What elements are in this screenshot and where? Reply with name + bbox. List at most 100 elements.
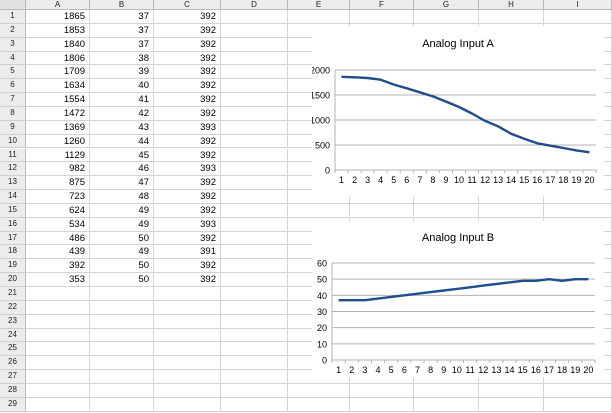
cell-a24[interactable] [26,328,90,343]
column-header-g[interactable]: G [414,0,479,10]
cell-d4[interactable] [221,51,288,66]
row-header-1[interactable]: 1 [0,10,26,24]
cell-h15[interactable] [479,203,544,218]
row-header-14[interactable]: 14 [0,190,26,204]
row-header-15[interactable]: 15 [0,203,26,218]
row-header-17[interactable]: 17 [0,231,26,246]
cell-g28[interactable] [414,383,479,398]
cell-i28[interactable] [544,383,612,398]
cell-c24[interactable] [154,328,221,343]
cell-c13[interactable]: 392 [154,176,221,191]
cell-d17[interactable] [221,231,288,246]
row-header-21[interactable]: 21 [0,287,26,301]
cell-c1[interactable]: 392 [154,10,221,24]
cell-a11[interactable]: 1129 [26,148,90,163]
cell-a15[interactable]: 624 [26,203,90,218]
cell-d1[interactable] [221,10,288,24]
cell-a14[interactable]: 723 [26,190,90,204]
cell-c23[interactable] [154,314,221,329]
cell-a5[interactable]: 1709 [26,65,90,80]
cell-b1[interactable]: 37 [90,10,154,24]
row-header-12[interactable]: 12 [0,162,26,177]
cell-d7[interactable] [221,93,288,107]
cell-i29[interactable] [544,397,612,412]
cell-d3[interactable] [221,37,288,52]
row-header-13[interactable]: 13 [0,176,26,191]
row-header-6[interactable]: 6 [0,79,26,94]
cell-c27[interactable] [154,370,221,384]
cell-d22[interactable] [221,300,288,315]
cell-c26[interactable] [154,356,221,371]
cell-h1[interactable] [479,10,544,24]
cell-g29[interactable] [414,397,479,412]
cell-d6[interactable] [221,79,288,94]
cell-h28[interactable] [479,383,544,398]
cell-c29[interactable] [154,397,221,412]
cell-b14[interactable]: 48 [90,190,154,204]
cell-d26[interactable] [221,356,288,371]
cell-d19[interactable] [221,259,288,274]
cell-b28[interactable] [90,383,154,398]
cell-d16[interactable] [221,217,288,232]
cell-b7[interactable]: 41 [90,93,154,107]
cell-d11[interactable] [221,148,288,163]
cell-b4[interactable]: 38 [90,51,154,66]
cell-a23[interactable] [26,314,90,329]
cell-d8[interactable] [221,106,288,121]
cell-b5[interactable]: 39 [90,65,154,80]
cell-c18[interactable]: 391 [154,245,221,260]
cell-b16[interactable]: 49 [90,217,154,232]
cell-b13[interactable]: 47 [90,176,154,191]
cell-b17[interactable]: 50 [90,231,154,246]
chart-analog-input-b[interactable]: Analog Input B 0 10 20 30 40 50 60 1 2 3 4 5 6 7 8 9 10 11… [312,221,604,377]
row-header-2[interactable]: 2 [0,23,26,38]
cell-a22[interactable] [26,300,90,315]
cell-c20[interactable]: 392 [154,273,221,287]
cell-f14[interactable] [350,190,414,204]
cell-b20[interactable]: 50 [90,273,154,287]
cell-g1[interactable] [414,10,479,24]
cell-a7[interactable]: 1554 [26,93,90,107]
cell-c6[interactable]: 392 [154,79,221,94]
cell-c21[interactable] [154,287,221,301]
cell-g27[interactable] [414,370,479,384]
cell-d12[interactable] [221,162,288,177]
cell-c12[interactable]: 393 [154,162,221,177]
row-header-19[interactable]: 19 [0,259,26,274]
cell-f15[interactable] [350,203,414,218]
cell-b15[interactable]: 49 [90,203,154,218]
cell-e28[interactable] [288,383,350,398]
cell-a17[interactable]: 486 [26,231,90,246]
cell-a8[interactable]: 1472 [26,106,90,121]
cell-b21[interactable] [90,287,154,301]
column-header-i[interactable]: I [544,0,612,10]
cell-b29[interactable] [90,397,154,412]
cell-c14[interactable]: 392 [154,190,221,204]
cell-d13[interactable] [221,176,288,191]
cell-b23[interactable] [90,314,154,329]
column-header-h[interactable]: H [479,0,544,10]
cell-a28[interactable] [26,383,90,398]
cell-i15[interactable] [544,203,612,218]
cell-b10[interactable]: 44 [90,134,154,149]
row-header-3[interactable]: 3 [0,37,26,52]
cell-a18[interactable]: 439 [26,245,90,260]
cell-a29[interactable] [26,397,90,412]
cell-b26[interactable] [90,356,154,371]
cell-a9[interactable]: 1369 [26,120,90,135]
cell-d18[interactable] [221,245,288,260]
row-header-23[interactable]: 23 [0,314,26,329]
column-header-c[interactable]: C [154,0,221,10]
row-header-8[interactable]: 8 [0,106,26,121]
cell-d10[interactable] [221,134,288,149]
cell-h14[interactable] [479,190,544,204]
cell-g14[interactable] [414,190,479,204]
cell-c17[interactable]: 392 [154,231,221,246]
column-header-f[interactable]: F [350,0,414,10]
cell-a1[interactable]: 1865 [26,10,90,24]
cell-a12[interactable]: 982 [26,162,90,177]
cell-d20[interactable] [221,273,288,287]
cell-e1[interactable] [288,10,350,24]
cell-d23[interactable] [221,314,288,329]
cell-a26[interactable] [26,356,90,371]
